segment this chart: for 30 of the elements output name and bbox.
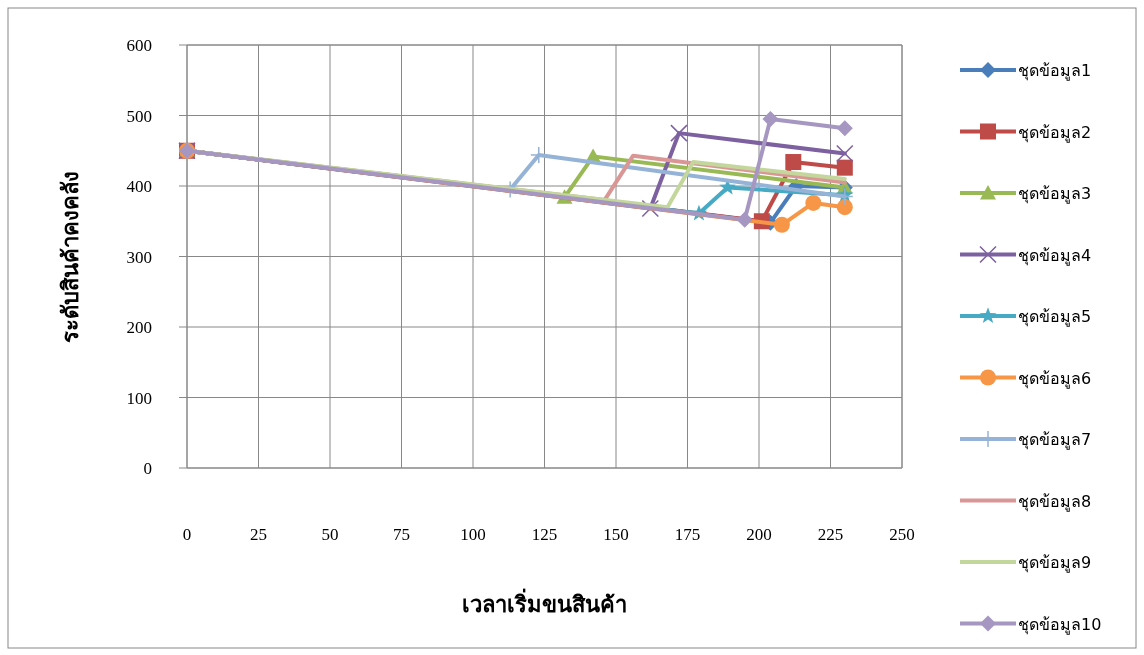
legend-label: ชุดข้อมูล10 bbox=[1018, 614, 1102, 635]
legend-label: ชุดข้อมูล6 bbox=[1018, 368, 1092, 389]
legend-label: ชุดข้อมูล3 bbox=[1018, 184, 1092, 204]
x-tick-label: 175 bbox=[674, 525, 701, 544]
x-tick-label: 225 bbox=[817, 525, 844, 544]
x-tick-label: 0 bbox=[182, 525, 192, 544]
x-tick-label: 75 bbox=[393, 525, 410, 544]
x-tick-label: 100 bbox=[460, 525, 486, 544]
y-tick-label: 600 bbox=[126, 36, 152, 55]
legend-label: ชุดข้อมูล5 bbox=[1018, 307, 1092, 327]
y-tick-label: 400 bbox=[126, 177, 152, 196]
y-tick-label: 0 bbox=[143, 459, 152, 478]
x-tick-label: 150 bbox=[603, 525, 629, 544]
legend-label: ชุดข้อมูล7 bbox=[1018, 430, 1092, 450]
x-tick-label: 125 bbox=[531, 525, 558, 544]
y-tick-label: 500 bbox=[126, 106, 152, 126]
x-tick-label: 200 bbox=[746, 525, 772, 544]
legend-label: ชุดข้อมูล1 bbox=[1018, 61, 1092, 81]
x-axis-title: เวลาเริ่มขนสินค้า bbox=[462, 588, 627, 617]
y-tick-label: 300 bbox=[126, 247, 152, 267]
x-tick-label: 250 bbox=[889, 525, 915, 544]
legend-label: ชุดข้อมูล2 bbox=[1018, 122, 1092, 143]
x-tick-label: 25 bbox=[250, 525, 267, 544]
legend-label: ชุดข้อมูล8 bbox=[1018, 491, 1092, 512]
legend-label: ชุดข้อมูล4 bbox=[1018, 245, 1092, 266]
x-tick-label: 50 bbox=[321, 525, 339, 544]
y-tick-label: 100 bbox=[126, 388, 152, 408]
y-tick-label: 200 bbox=[126, 318, 152, 337]
y-axis-title: ระดับสินค้าคงคลัง bbox=[58, 170, 83, 343]
legend-label: ชุดข้อมูล9 bbox=[1018, 553, 1092, 573]
